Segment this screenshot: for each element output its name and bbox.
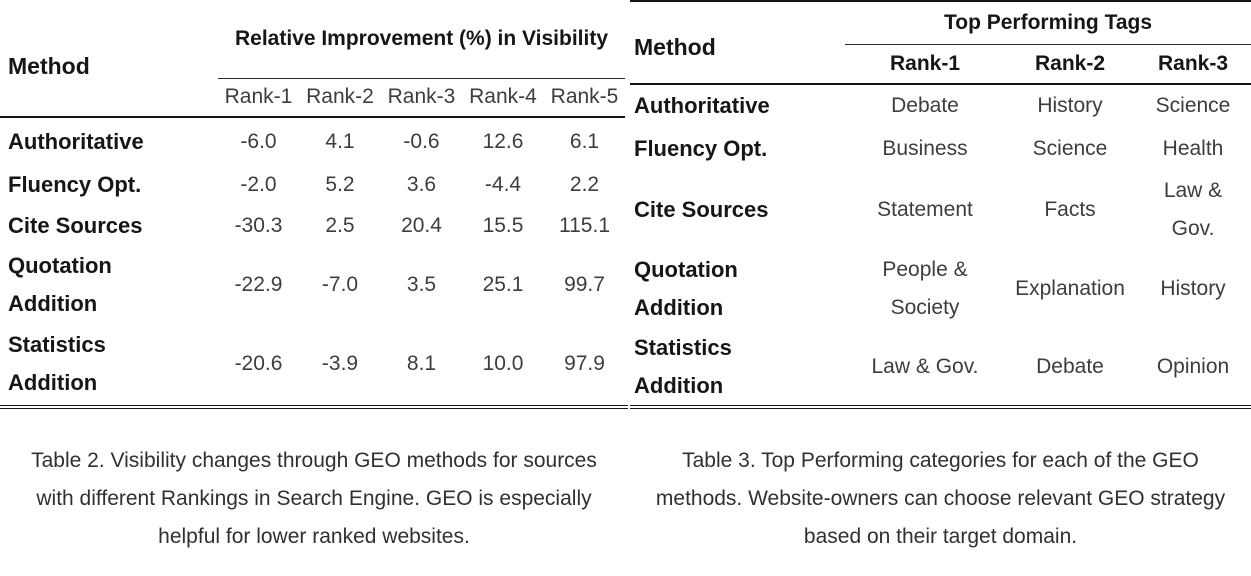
table2-col-rank-2: Rank-2 (299, 78, 381, 118)
cell-tag: People & Society (882, 258, 968, 319)
table2-panel: Method Relative Improvement (%) in Visib… (0, 0, 628, 556)
table3-caption: Table 3. Top Performing categories for e… (655, 449, 1226, 548)
cell-value: -4.4 (484, 173, 522, 196)
row-label: Statistics Addition (8, 332, 106, 395)
cell-value: 5.2 (325, 173, 355, 196)
table2: Method Relative Improvement (%) in Visib… (0, 0, 626, 405)
cell-tag: Statement (877, 198, 973, 221)
table-row: Fluency Opt. Business Science Health (630, 127, 1251, 171)
cell-value: 4.1 (325, 129, 355, 153)
row-label: Statistics Addition (634, 335, 732, 398)
row-label: Quotation Addition (634, 257, 738, 320)
cell-value: -22.9 (234, 273, 283, 296)
cell-value: 99.7 (564, 273, 605, 296)
cell-value: 15.5 (482, 214, 524, 237)
row-label: Authoritative (634, 93, 770, 118)
cell-value: 3.6 (406, 173, 437, 196)
cell-value: -7.0 (321, 273, 359, 296)
cell-tag: Facts (1044, 198, 1096, 221)
table-row: Statistics Addition Law & Gov. Debate Op… (630, 329, 1251, 405)
table3: Method Top Performing Tags Rank-1 Rank-2… (630, 0, 1251, 405)
table2-col-rank-5: Rank-5 (544, 78, 626, 118)
cell-value: -30.3 (234, 214, 283, 237)
cell-tag: History (1160, 277, 1226, 300)
cell-value: -20.6 (234, 352, 283, 375)
table2-group-header: Relative Improvement (%) in Visibility (218, 0, 626, 79)
table2-bottom-rule (0, 405, 628, 409)
table2-col-rank-4: Rank-4 (462, 78, 544, 118)
table-row: Cite Sources -30.3 2.5 20.4 15.5 115.1 (0, 205, 625, 247)
cell-tag: Debate (891, 94, 959, 117)
row-label: Quotation Addition (8, 253, 112, 316)
table3-method-header: Method (630, 1, 845, 85)
cell-tag: Opinion (1156, 355, 1230, 378)
table-row: Statistics Addition -20.6 -3.9 8.1 10.0 … (0, 323, 625, 405)
cell-tag: Law & Gov. (1163, 179, 1223, 240)
table3-group-header: Top Performing Tags (845, 1, 1251, 45)
table-row: Quotation Addition People & Society Expl… (630, 249, 1251, 329)
cell-value: -6.0 (240, 129, 277, 153)
table-row: Authoritative Debate History Science (630, 84, 1251, 127)
cell-tag: Explanation (1015, 277, 1125, 300)
cell-tag: Business (882, 137, 968, 160)
table3-col-rank-1: Rank-1 (845, 44, 1005, 85)
cell-value: 115.1 (559, 214, 610, 237)
cell-value: 25.1 (482, 273, 524, 296)
cell-tag: Science (1032, 137, 1108, 160)
cell-value: 20.4 (401, 214, 442, 237)
table2-method-header: Method (0, 0, 218, 118)
cell-tag: Law & Gov. (871, 355, 979, 378)
table2-col-rank-3: Rank-3 (381, 78, 462, 118)
cell-tag: Science (1155, 94, 1231, 117)
row-label: Fluency Opt. (8, 172, 142, 197)
table-row: Quotation Addition -22.9 -7.0 3.5 25.1 9… (0, 247, 625, 323)
cell-value: 2.2 (569, 173, 600, 196)
cell-value: -0.6 (403, 129, 440, 153)
table-row: Authoritative -6.0 4.1 -0.6 12.6 6.1 (0, 117, 625, 165)
cell-tag: Health (1162, 137, 1224, 160)
table-row: Cite Sources Statement Facts Law & Gov. (630, 171, 1251, 249)
cell-tag: Debate (1036, 355, 1104, 378)
table3-panel: Method Top Performing Tags Rank-1 Rank-2… (630, 0, 1251, 556)
table-row: Fluency Opt. -2.0 5.2 3.6 -4.4 2.2 (0, 165, 625, 205)
cell-value: 2.5 (325, 214, 355, 237)
table3-col-rank-2: Rank-2 (1005, 44, 1135, 85)
cell-tag: History (1037, 94, 1103, 117)
cell-value: 10.0 (482, 352, 524, 375)
table3-bottom-rule (630, 405, 1251, 409)
table3-col-rank-3: Rank-3 (1135, 44, 1251, 85)
row-label: Cite Sources (8, 213, 143, 238)
table2-caption: Table 2. Visibility changes through GEO … (31, 449, 597, 548)
row-label: Authoritative (8, 128, 144, 154)
cell-value: -2.0 (240, 173, 277, 196)
row-label: Fluency Opt. (634, 136, 768, 161)
cell-value: 8.1 (406, 352, 437, 375)
cell-value: -3.9 (321, 352, 359, 375)
row-label: Cite Sources (634, 197, 769, 222)
cell-value: 6.1 (569, 129, 600, 153)
cell-value: 3.5 (406, 273, 437, 296)
cell-value: 97.9 (564, 352, 605, 375)
cell-value: 12.6 (482, 129, 524, 153)
table2-col-rank-1: Rank-1 (218, 78, 299, 118)
